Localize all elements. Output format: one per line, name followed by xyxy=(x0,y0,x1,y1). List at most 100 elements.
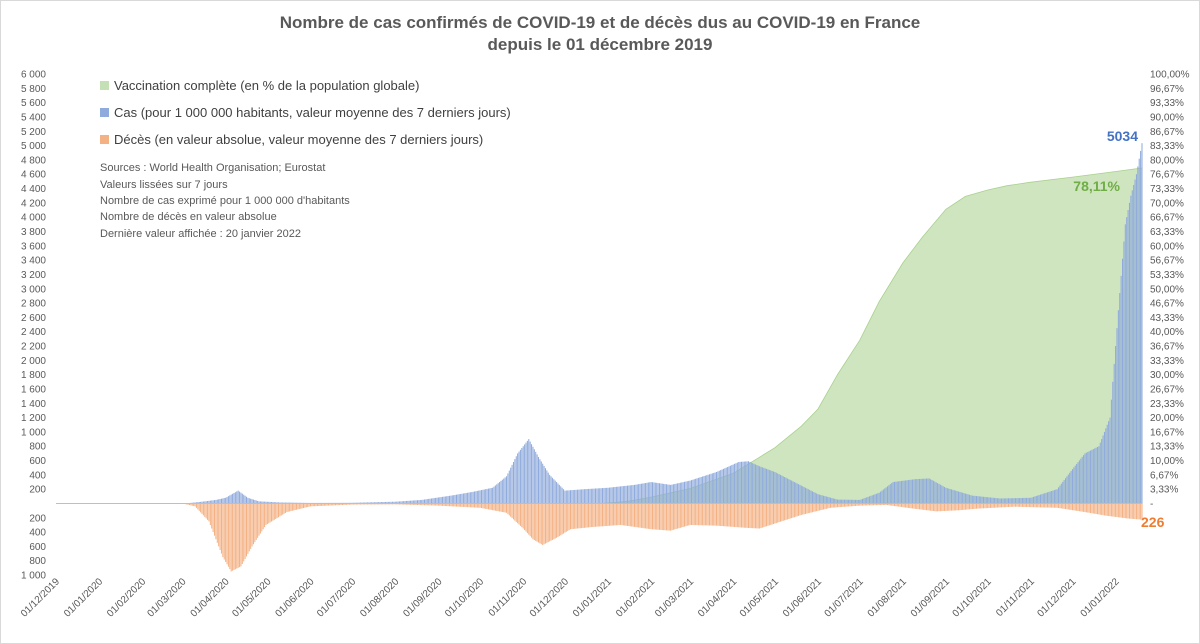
cases-bar xyxy=(1070,470,1072,504)
deaths-bar xyxy=(643,503,645,529)
cases-bar xyxy=(515,456,517,504)
deaths-bar-series xyxy=(183,503,1143,572)
cases-bar xyxy=(265,501,267,504)
x-tick-label: 01/12/2020 xyxy=(528,576,571,619)
cases-bar xyxy=(202,501,204,504)
cases-bar xyxy=(672,484,674,504)
deaths-bar xyxy=(734,503,736,527)
deaths-bar xyxy=(408,503,410,505)
deaths-bar xyxy=(759,503,761,529)
deaths-bar xyxy=(526,503,528,534)
cases-bar xyxy=(1084,453,1086,504)
cases-bar xyxy=(895,481,897,504)
cases-bar xyxy=(250,498,252,504)
deaths-bar xyxy=(1038,503,1040,508)
cases-bar xyxy=(383,501,385,504)
deaths-bar xyxy=(957,503,959,511)
cases-bar xyxy=(827,496,829,504)
cases-bar xyxy=(957,491,959,504)
deaths-bar xyxy=(1016,503,1018,507)
cases-bar xyxy=(229,495,231,504)
deaths-bar xyxy=(525,503,527,532)
deaths-bar xyxy=(596,503,598,527)
deaths-bar xyxy=(1056,503,1058,508)
deaths-bar xyxy=(878,503,880,506)
cases-bar xyxy=(710,473,712,504)
cases-bar xyxy=(1074,465,1076,504)
cases-bar xyxy=(932,480,934,504)
cases-bar xyxy=(1110,399,1112,504)
right-tick-label: 86,67% xyxy=(1150,127,1184,138)
right-tick-label: 30,00% xyxy=(1150,370,1184,381)
deaths-bar xyxy=(654,503,656,530)
deaths-bar xyxy=(576,503,578,529)
cases-bar xyxy=(791,480,793,504)
deaths-bar xyxy=(572,503,574,529)
deaths-bar xyxy=(271,503,273,522)
cases-bar xyxy=(842,499,844,504)
cases-bar xyxy=(1130,195,1132,504)
cases-bar xyxy=(461,493,463,504)
y-tick-label: 5 400 xyxy=(21,112,46,123)
cases-bar xyxy=(1115,346,1117,504)
cases-bar xyxy=(436,497,438,504)
right-tick-label: 83,33% xyxy=(1150,141,1184,152)
deaths-bar xyxy=(348,503,350,505)
cases-bar xyxy=(860,499,862,504)
deaths-bar xyxy=(464,503,466,507)
deaths-bar xyxy=(974,503,976,509)
deaths-bar xyxy=(540,503,542,545)
deaths-bar xyxy=(839,503,841,508)
deaths-bar xyxy=(225,503,227,562)
deaths-bar xyxy=(873,503,875,506)
deaths-bar xyxy=(233,503,235,570)
cases-bar xyxy=(848,499,850,504)
deaths-bar xyxy=(991,503,993,508)
deaths-bar xyxy=(353,503,355,505)
deaths-bar xyxy=(264,503,266,528)
deaths-bar xyxy=(286,503,288,513)
deaths-bar xyxy=(315,503,317,507)
deaths-bar xyxy=(935,503,937,512)
cases-bar xyxy=(1080,458,1082,504)
note-line: Nombre de décès en valeur absolue xyxy=(100,211,277,223)
deaths-bar xyxy=(252,503,254,545)
deaths-bar xyxy=(772,503,775,524)
cases-bar xyxy=(820,494,822,504)
deaths-bar xyxy=(287,503,289,512)
deaths-bar xyxy=(859,503,861,506)
right-tick-label: 26,67% xyxy=(1150,385,1184,396)
cases-bar xyxy=(962,492,964,504)
cases-bar xyxy=(999,498,1001,504)
deaths-bar xyxy=(677,503,679,529)
cases-bar xyxy=(588,488,590,504)
cases-bar xyxy=(696,478,698,504)
deaths-bar xyxy=(1044,503,1046,508)
deaths-bar xyxy=(636,503,638,528)
cases-bar xyxy=(574,489,576,504)
deaths-bar xyxy=(265,503,267,525)
deaths-bar xyxy=(982,503,984,509)
deaths-bar xyxy=(1070,503,1072,510)
deaths-bar xyxy=(1020,503,1022,507)
cases-bar xyxy=(1085,452,1087,504)
deaths-bar xyxy=(1108,503,1110,517)
deaths-bar xyxy=(668,503,670,531)
cases-bar xyxy=(677,483,679,504)
cases-bar xyxy=(391,501,394,504)
deaths-bar xyxy=(557,503,559,537)
cases-bar xyxy=(849,499,851,504)
deaths-bar xyxy=(792,503,794,518)
deaths-bar xyxy=(223,503,225,560)
deaths-bar xyxy=(688,503,690,526)
deaths-bar xyxy=(625,503,627,526)
cases-bar xyxy=(1052,490,1054,504)
deaths-bar xyxy=(807,503,809,514)
deaths-bar xyxy=(928,503,930,511)
cases-bar xyxy=(841,499,843,504)
cases-bar xyxy=(956,491,958,504)
deaths-bar xyxy=(298,503,300,510)
cases-bar xyxy=(419,500,421,504)
deaths-bar xyxy=(710,503,712,526)
deaths-bar xyxy=(309,503,311,507)
